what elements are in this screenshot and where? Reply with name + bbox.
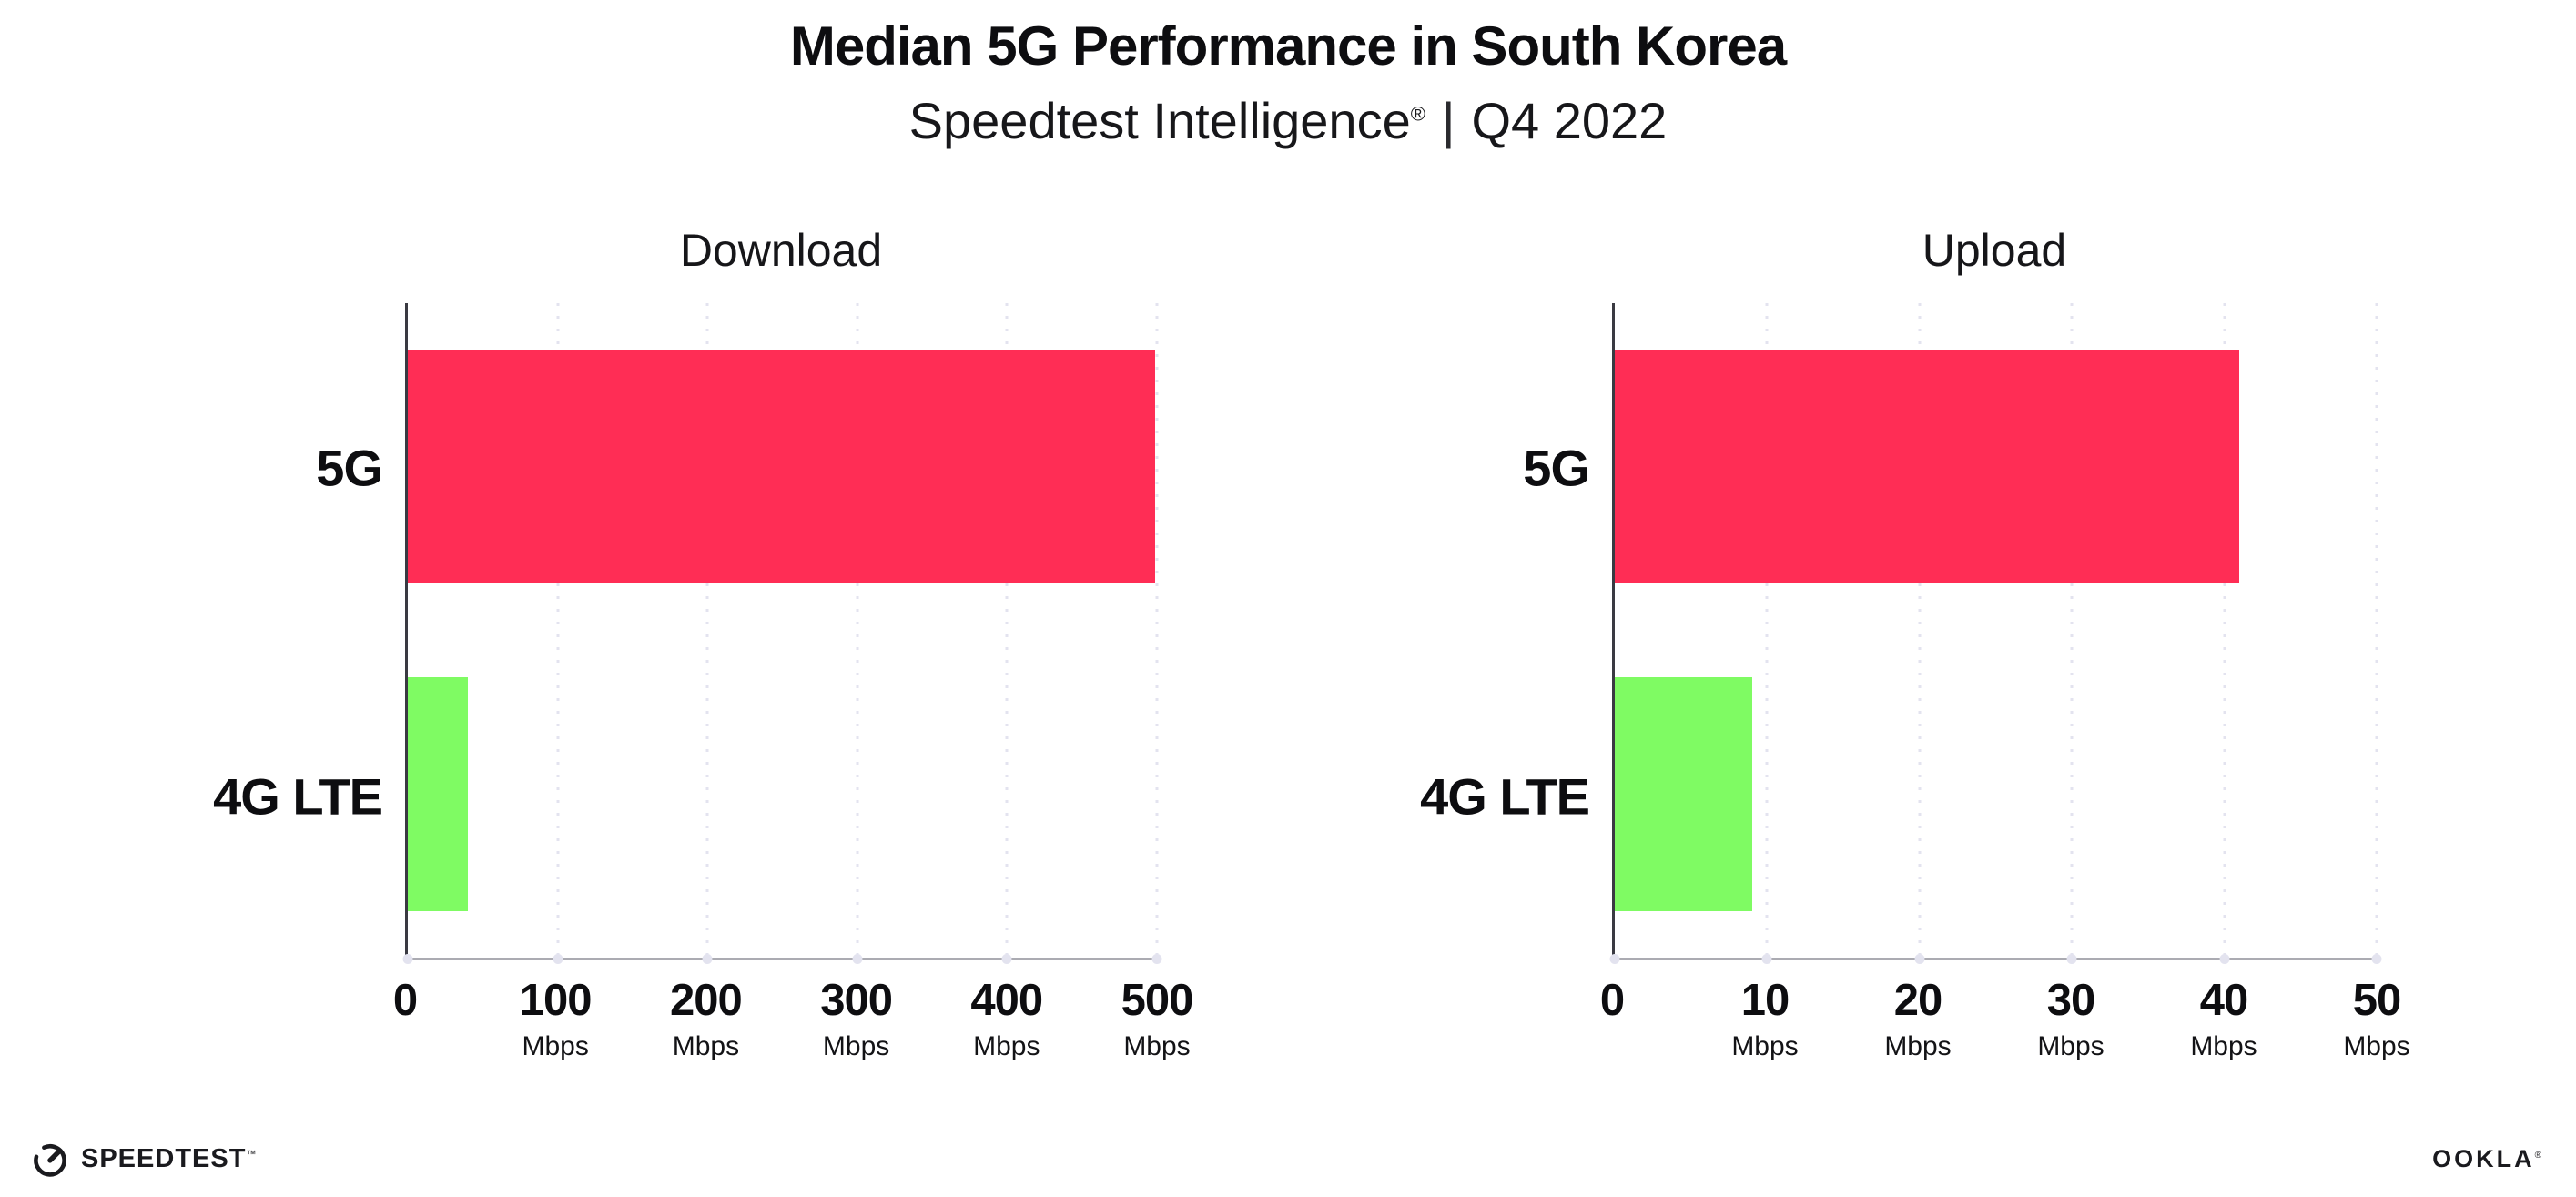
x-tick-30: 30 Mbps — [2037, 976, 2104, 1062]
gridline-200 — [705, 303, 709, 958]
registered-mark: ® — [1410, 102, 1425, 126]
download-category-axis: 5G 4G LTE — [164, 303, 405, 960]
x-tick-value: 0 — [1599, 976, 1625, 1025]
x-tick-unit: Mbps — [1731, 1030, 1799, 1061]
axis-tick-dot-40 — [2219, 954, 2230, 964]
category-label-5g: 5G — [1523, 439, 1590, 496]
x-tick-value: 400 — [970, 976, 1043, 1025]
axis-tick-dot-0 — [1609, 954, 1620, 964]
x-tick-20: 20 Mbps — [1884, 976, 1952, 1062]
subtitle-brand: Speedtest Intelligence — [908, 92, 1411, 149]
gridline-40 — [2223, 303, 2226, 958]
x-tick-value: 0 — [392, 976, 418, 1025]
page-title: Median 5G Performance in South Korea — [789, 15, 1787, 76]
upload-plot-area — [1609, 303, 2382, 964]
x-tick-100: 100 Mbps — [519, 976, 593, 1062]
axis-tick-dot-200 — [702, 954, 713, 964]
x-tick-0: 0 — [392, 976, 418, 1026]
x-tick-value: 100 — [519, 976, 593, 1025]
x-tick-value: 30 — [2046, 976, 2096, 1025]
x-tick-value: 500 — [1121, 976, 1194, 1025]
speedtest-wordmark: SPEEDTEST™ — [81, 1144, 257, 1174]
speedtest-wordmark-text: SPEEDTEST — [81, 1143, 247, 1173]
download-plot-area — [402, 303, 1162, 964]
x-tick-unit: Mbps — [2037, 1030, 2104, 1061]
x-tick-500: 500 Mbps — [1121, 976, 1194, 1062]
gridline-50 — [2375, 303, 2378, 958]
subtitle-period: Q4 2022 — [1471, 92, 1668, 149]
x-tick-value: 300 — [820, 976, 893, 1025]
category-label-5g: 5G — [316, 439, 383, 496]
gridline-20 — [1918, 303, 1922, 958]
ookla-logo: OOKLA® — [2432, 1145, 2544, 1173]
speedtest-logo: SPEEDTEST™ — [30, 1139, 257, 1179]
x-tick-unit: Mbps — [2190, 1030, 2257, 1061]
axis-tick-dot-10 — [1761, 954, 1772, 964]
x-tick-unit: Mbps — [2343, 1030, 2410, 1061]
page-subtitle: Speedtest Intelligence® | Q4 2022 — [0, 91, 2576, 150]
axis-tick-dot-100 — [553, 954, 563, 964]
gridline-300 — [856, 303, 859, 958]
category-label-4g-lte: 4G LTE — [213, 767, 383, 825]
x-tick-unit: Mbps — [973, 1030, 1040, 1061]
axis-tick-dot-500 — [1151, 954, 1162, 964]
x-tick-value: 20 — [1893, 976, 1943, 1025]
x-tick-50: 50 Mbps — [2343, 976, 2410, 1062]
bar-5g-download — [408, 350, 1156, 584]
x-tick-400: 400 Mbps — [970, 976, 1043, 1062]
axis-tick-dot-20 — [1914, 954, 1925, 964]
axis-tick-dot-300 — [852, 954, 863, 964]
axis-tick-dot-400 — [1001, 954, 1012, 964]
speedtest-gauge-icon — [34, 1143, 66, 1177]
subtitle-separator: | — [1441, 92, 1455, 149]
bar-4g-lte-upload — [1615, 676, 1752, 911]
axis-tick-dot-30 — [2066, 954, 2077, 964]
x-tick-value: 10 — [1740, 976, 1790, 1025]
gridline-400 — [1005, 303, 1009, 958]
x-tick-value: 40 — [2199, 976, 2249, 1025]
speedtest-trademark: ™ — [246, 1148, 258, 1160]
ookla-trademark: ® — [2534, 1151, 2544, 1161]
x-tick-10: 10 Mbps — [1731, 976, 1799, 1062]
axis-tick-dot-50 — [2371, 954, 2382, 964]
upload-chart-title: Upload — [1922, 225, 2067, 276]
x-tick-value: 200 — [670, 976, 743, 1025]
gridline-30 — [2070, 303, 2074, 958]
x-tick-0: 0 — [1599, 976, 1625, 1026]
gridline-500 — [1155, 303, 1159, 958]
bar-5g-upload — [1615, 350, 2240, 584]
x-tick-unit: Mbps — [522, 1030, 589, 1061]
bar-4g-lte-download — [408, 676, 468, 911]
category-label-4g-lte: 4G LTE — [1420, 767, 1590, 825]
x-tick-300: 300 Mbps — [820, 976, 893, 1062]
x-tick-unit: Mbps — [1884, 1030, 1952, 1061]
x-tick-unit: Mbps — [1123, 1030, 1191, 1061]
x-tick-200: 200 Mbps — [670, 976, 743, 1062]
axis-tick-dot-0 — [402, 954, 413, 964]
download-x-axis-ticks: 0 100 Mbps 200 Mbps 300 Mbps 400 Mbps 500 Mbps — [393, 960, 1194, 1097]
gridline-100 — [556, 303, 560, 958]
download-chart-title: Download — [679, 225, 883, 276]
x-tick-unit: Mbps — [672, 1030, 740, 1061]
download-chart: Download 5G 4G LTE 0 100 Mbps 200 Mbps 300 Mbps… — [164, 218, 1194, 1097]
upload-x-axis-ticks: 0 10 Mbps 20 Mbps 30 Mbps 40 Mbps 50 Mbps — [1600, 960, 2410, 1097]
x-tick-value: 50 — [2352, 976, 2402, 1025]
x-tick-40: 40 Mbps — [2190, 976, 2257, 1062]
ookla-wordmark-text: OOKLA — [2432, 1145, 2535, 1172]
upload-category-axis: 5G 4G LTE — [1371, 303, 1612, 960]
x-tick-unit: Mbps — [822, 1030, 890, 1061]
upload-chart: Upload 5G 4G LTE 0 10 Mbps 20 Mbps 30 Mbps 40 Mbp… — [1371, 218, 2410, 1097]
gridline-10 — [1765, 303, 1769, 958]
